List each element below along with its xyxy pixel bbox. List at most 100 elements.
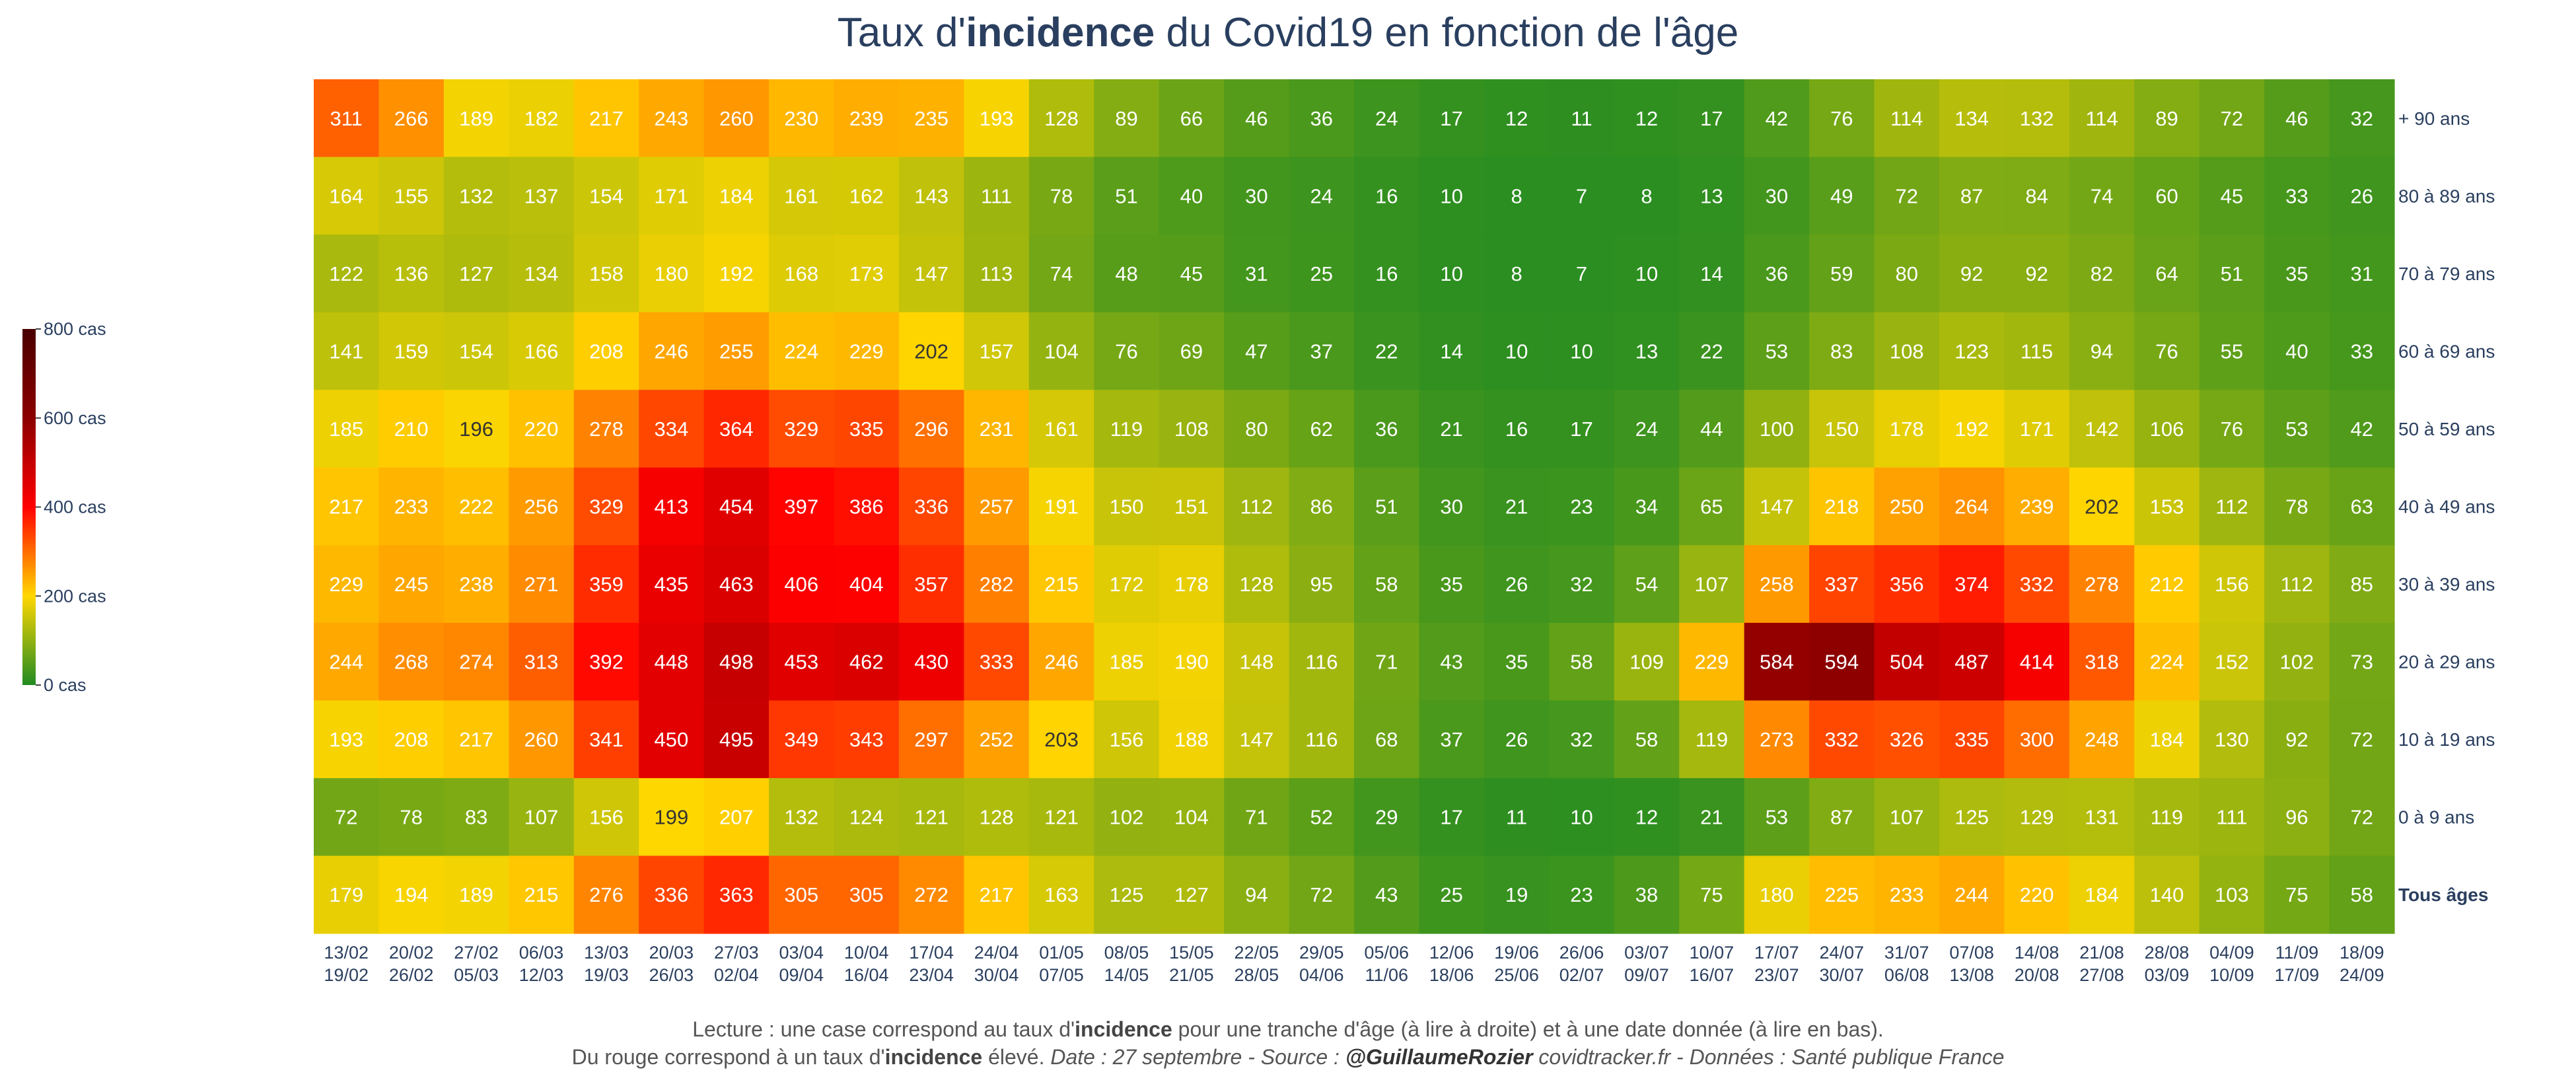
cell-value-label: 215 <box>1044 573 1079 596</box>
heatmap-cell <box>1028 79 1094 158</box>
cell-value-label: 10 <box>1570 340 1592 363</box>
heatmap-cell <box>1874 235 1940 313</box>
heatmap-cell <box>443 855 509 934</box>
cell-value-label: 111 <box>981 184 1012 207</box>
cell-value-label: 132 <box>459 184 493 207</box>
row-label: 80 à 89 ans <box>2398 186 2495 206</box>
cell-value-label: 296 <box>914 418 948 441</box>
cell-value-label: 36 <box>1766 262 1788 285</box>
heatmap-cell <box>378 467 445 546</box>
heatmap-cell <box>964 622 1030 701</box>
heatmap-cell <box>2069 79 2135 158</box>
cell-value-label: 30 <box>1766 184 1788 207</box>
heatmap-cell <box>898 79 964 158</box>
heatmap-cell <box>1549 157 1615 235</box>
cell-value-label: 22 <box>1700 340 1723 363</box>
heatmap-cell <box>1484 157 1550 235</box>
heatmap-cell <box>2004 700 2070 779</box>
heatmap-cell <box>1354 700 1420 779</box>
column-label-start: 21/08 <box>2079 943 2124 963</box>
heatmap-cell <box>2069 390 2135 468</box>
cell-value-label: 106 <box>2150 418 2184 441</box>
heatmap-cell <box>964 778 1030 857</box>
heatmap-cell <box>2199 390 2265 468</box>
cell-value-label: 178 <box>1890 418 1924 441</box>
heatmap-cell <box>573 622 639 701</box>
heatmap-cell <box>1744 235 1810 313</box>
cell-value-label: 46 <box>1245 107 1268 130</box>
cell-value-label: 185 <box>1110 651 1144 674</box>
heatmap-cell <box>1484 700 1550 779</box>
cell-value-label: 235 <box>914 107 948 130</box>
column-label-start: 01/05 <box>1039 943 1084 963</box>
heatmap-cell <box>378 545 445 624</box>
heatmap-cell <box>639 79 705 158</box>
heatmap-cell <box>639 545 705 624</box>
heatmap-cell <box>964 157 1030 235</box>
cell-value-label: 14 <box>1700 262 1723 285</box>
heatmap-cell <box>1744 700 1810 779</box>
cell-value-label: 363 <box>719 883 754 906</box>
heatmap-cell <box>378 79 445 158</box>
caption-2-source: Date : 27 septembre - Source : @Guillaum… <box>1050 1045 2004 1069</box>
cell-value-label: 30 <box>1245 184 1268 207</box>
cell-value-label: 179 <box>329 883 363 906</box>
cell-value-label: 297 <box>914 728 948 751</box>
column-label-end: 18/06 <box>1429 965 1474 985</box>
column-label-end: 09/07 <box>1624 965 1669 985</box>
heatmap-cell <box>2069 855 2135 934</box>
cell-value-label: 16 <box>1505 418 1528 441</box>
cell-value-label: 257 <box>980 495 1014 519</box>
cell-value-label: 114 <box>1890 107 1923 130</box>
cell-value-label: 128 <box>1044 107 1079 130</box>
cell-value-label: 159 <box>394 340 429 363</box>
heatmap-cell <box>2329 467 2395 546</box>
column-label-start: 12/06 <box>1429 943 1474 963</box>
cell-value-label: 8 <box>1511 184 1522 207</box>
heatmap-cell <box>2199 622 2265 701</box>
colorbar-tick-label: 400 cas <box>44 497 106 517</box>
cell-value-label: 217 <box>980 883 1014 906</box>
heatmap-cell <box>898 235 964 313</box>
cell-value-label: 33 <box>2351 340 2373 363</box>
cell-value-label: 45 <box>2221 184 2243 207</box>
cell-value-label: 166 <box>524 340 559 363</box>
cell-value-label: 121 <box>914 806 948 829</box>
cell-value-label: 132 <box>2020 107 2054 130</box>
cell-value-label: 132 <box>784 806 818 829</box>
heatmap-cell <box>573 778 639 857</box>
cell-value-label: 594 <box>1824 651 1859 674</box>
cell-value-label: 336 <box>655 883 689 906</box>
heatmap-cell <box>769 312 835 390</box>
cell-value-label: 188 <box>1174 728 1209 751</box>
cell-value-label: 109 <box>1629 651 1664 674</box>
heatmap-cell <box>1419 157 1485 235</box>
cell-value-label: 222 <box>459 495 493 519</box>
heatmap-cell <box>509 467 575 546</box>
heatmap-cell <box>1939 235 2005 313</box>
heatmap-cell <box>1874 79 1940 158</box>
heatmap-cell <box>898 622 964 701</box>
cell-value-label: 161 <box>1044 418 1079 441</box>
cell-value-label: 217 <box>459 728 493 751</box>
heatmap-cell <box>1028 700 1094 779</box>
heatmap-cell <box>898 312 964 390</box>
heatmap-cell <box>1614 390 1680 468</box>
heatmap-cell <box>2264 545 2330 624</box>
cell-value-label: 80 <box>1895 262 1917 285</box>
cell-value-label: 229 <box>1695 651 1729 674</box>
cell-value-label: 239 <box>849 107 884 130</box>
cell-value-label: 11 <box>1506 806 1527 829</box>
cell-value-label: 42 <box>1766 107 1788 130</box>
column-label-start: 07/08 <box>1949 943 1994 963</box>
cell-value-label: 33 <box>2285 184 2308 207</box>
heatmap-cell <box>443 622 509 701</box>
column-label-start: 04/09 <box>2209 943 2254 963</box>
heatmap-cell <box>834 700 900 779</box>
heatmap-cell <box>1614 157 1680 235</box>
heatmap-cell <box>1224 467 1290 546</box>
heatmap-cell <box>1159 545 1225 624</box>
cell-value-label: 134 <box>1954 107 1989 130</box>
cell-value-label: 413 <box>655 495 689 519</box>
cell-value-label: 10 <box>1635 262 1658 285</box>
